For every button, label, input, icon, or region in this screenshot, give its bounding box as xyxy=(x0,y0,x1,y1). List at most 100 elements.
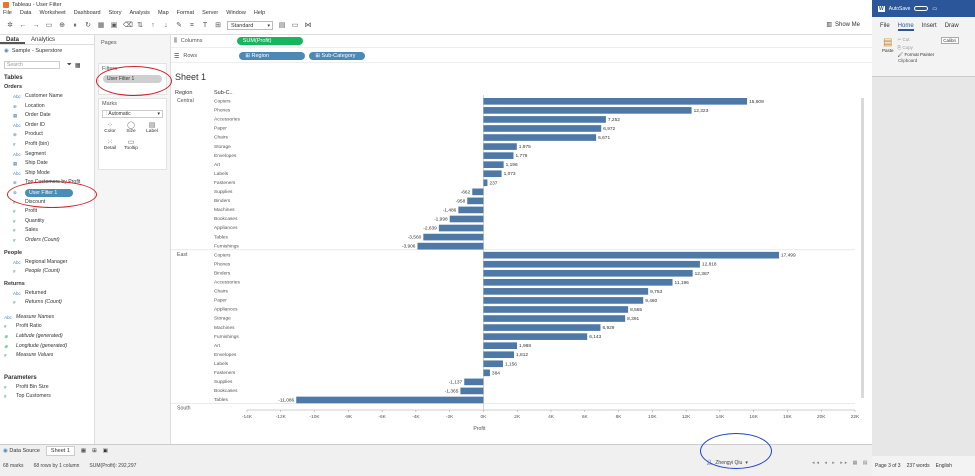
menu-item-window[interactable]: Window xyxy=(226,10,246,16)
duplicate-sheet-icon[interactable]: ▣ xyxy=(110,21,118,29)
bar[interactable] xyxy=(483,179,488,187)
bar[interactable] xyxy=(438,224,484,232)
parameter-profit-bin-size[interactable]: # Profit Bin Size xyxy=(0,383,94,393)
presentation-icon[interactable]: ▭ xyxy=(291,21,299,29)
group-icon[interactable]: ⌗ xyxy=(190,21,194,29)
bar[interactable] xyxy=(458,206,484,214)
data-source-tab[interactable]: ◉ Data Source xyxy=(3,448,40,454)
menu-item-dashboard[interactable]: Dashboard xyxy=(73,10,101,16)
bar[interactable] xyxy=(417,242,484,250)
fit-select[interactable]: Standard xyxy=(227,21,273,30)
bar[interactable] xyxy=(483,107,692,114)
field-people-count[interactable]: # People (Count) xyxy=(0,267,94,277)
bar[interactable] xyxy=(423,233,484,241)
paste-button[interactable]: ▤ Paste xyxy=(882,37,894,58)
word-document-area[interactable] xyxy=(872,77,975,456)
bar[interactable] xyxy=(483,315,626,322)
new-worksheet-icon[interactable]: ▦ xyxy=(80,447,87,454)
save-icon[interactable]: ▭ xyxy=(932,5,938,12)
marks-size-button[interactable]: ◯ Size xyxy=(121,121,141,134)
bar[interactable] xyxy=(483,342,518,349)
sort-desc-icon[interactable]: ↓ xyxy=(164,21,168,29)
highlight-icon[interactable]: ✎ xyxy=(176,21,182,29)
menu-item-help[interactable]: Help xyxy=(253,10,266,16)
bar[interactable] xyxy=(467,197,484,205)
bar[interactable] xyxy=(464,378,484,386)
tableau-home-icon[interactable]: ✲ xyxy=(7,21,13,29)
word-tab-file[interactable]: File xyxy=(880,23,890,29)
word-tab-home[interactable]: Home xyxy=(897,23,914,31)
bar[interactable] xyxy=(483,116,606,123)
new-sheet-icon[interactable]: ▦ xyxy=(97,21,105,29)
marks-tooltip-button[interactable]: ▭ Tooltip xyxy=(121,138,141,151)
rows-pill-subcategory[interactable]: ⊞ Sub-Category xyxy=(309,52,366,60)
rows-pill-region[interactable]: ⊞ Region xyxy=(239,52,306,60)
labels-icon[interactable]: T xyxy=(202,21,208,29)
bar[interactable] xyxy=(483,288,649,295)
bar[interactable] xyxy=(483,306,629,313)
bar[interactable] xyxy=(472,188,484,196)
marks-color-button[interactable]: ⁘ Color xyxy=(100,121,120,134)
bar[interactable] xyxy=(483,369,490,377)
format-painter-button[interactable]: 🖌︎ Format Painter xyxy=(897,52,935,57)
bar[interactable] xyxy=(483,98,748,105)
bar[interactable] xyxy=(483,333,588,340)
bar[interactable] xyxy=(483,152,514,159)
bar[interactable] xyxy=(483,125,602,132)
swap-icon[interactable]: ⇅ xyxy=(137,21,143,29)
bar[interactable] xyxy=(483,324,601,331)
tab-data[interactable]: Data xyxy=(0,35,26,44)
vertical-scrollbar[interactable] xyxy=(861,98,864,398)
sheet-nav[interactable]: ◂◂ ◂ ▸ ▸▸ ▦ ▤ ▥ xyxy=(812,460,880,466)
forward-icon[interactable]: → xyxy=(32,21,40,29)
tab-analytics[interactable]: Analytics xyxy=(31,37,56,43)
menu-item-worksheet[interactable]: Worksheet xyxy=(39,10,66,16)
menu-item-map[interactable]: Map xyxy=(157,10,169,16)
mark-type-select[interactable]: ⫶ Automatic ▾ xyxy=(102,110,163,118)
field-latitude-generated[interactable]: ⊕ Latitude (generated) xyxy=(0,332,94,342)
menu-item-story[interactable]: Story xyxy=(108,10,122,16)
menu-item-server[interactable]: Server xyxy=(202,10,219,16)
new-datasource-icon[interactable]: ⊕ xyxy=(59,21,65,29)
autosave-toggle[interactable] xyxy=(914,6,929,11)
sort-asc-icon[interactable]: ↑ xyxy=(151,21,155,29)
bar[interactable] xyxy=(483,143,517,150)
show-me-button[interactable]: ▥ Show Me xyxy=(826,21,860,29)
marks-label-button[interactable]: ▤ Label xyxy=(142,121,162,134)
share-icon[interactable]: ⋈ xyxy=(304,21,312,29)
fix-axes-icon[interactable]: ⊞ xyxy=(215,21,221,29)
bar[interactable] xyxy=(460,387,484,395)
marks-detail-button[interactable]: ⁙ Detail xyxy=(100,138,120,151)
columns-shelf[interactable]: ⫼ Columns SUM(Profit) xyxy=(171,35,872,48)
field-ship-mode[interactable]: Abc Ship Mode xyxy=(0,169,94,179)
field-orders-count[interactable]: # Orders (Count) xyxy=(0,236,94,246)
field-longitude-generated[interactable]: ⊕ Longitude (generated) xyxy=(0,342,94,352)
show-cards-icon[interactable]: ▤ xyxy=(278,21,286,29)
field-returns-count[interactable]: # Returns (Count) xyxy=(0,298,94,308)
field-quantity[interactable]: # Quantity xyxy=(0,217,94,227)
rows-shelf[interactable]: ☰ Rows ⊞ Region ⊞ Sub-Category xyxy=(171,50,872,63)
field-measure-names[interactable]: Abc Measure Names xyxy=(0,313,94,323)
clear-sheet-icon[interactable]: ⌫ xyxy=(123,21,133,29)
view-options-icon[interactable]: ▦ xyxy=(74,62,81,69)
bar[interactable] xyxy=(449,215,484,223)
bar[interactable] xyxy=(483,351,515,359)
field-customer-name[interactable]: Abc Customer Name xyxy=(0,92,94,102)
cut-button[interactable]: ✂ Cut xyxy=(897,37,910,42)
field-profit-ratio[interactable]: # Profit Ratio xyxy=(0,322,94,332)
field-ship-date[interactable]: ▦ Ship Date xyxy=(0,159,94,169)
bar[interactable] xyxy=(483,170,502,178)
sheet-tab-sheet-1[interactable]: Sheet 1 xyxy=(45,445,75,456)
menu-item-data[interactable]: Data xyxy=(19,10,32,16)
back-icon[interactable]: ← xyxy=(19,21,27,29)
word-tab-insert[interactable]: Insert xyxy=(921,23,937,29)
datasource-item[interactable]: ◉ Sample - Superstore xyxy=(0,45,94,57)
field-measure-values[interactable]: # Measure Values xyxy=(0,351,94,361)
menu-item-file[interactable]: File xyxy=(3,10,12,16)
parameter-top-customers[interactable]: # Top Customers xyxy=(0,392,94,402)
bar[interactable] xyxy=(483,134,597,141)
field-regional-manager[interactable]: Abc Regional Manager xyxy=(0,258,94,268)
field-segment[interactable]: Abc Segment xyxy=(0,150,94,160)
save-icon[interactable]: ▭ xyxy=(45,21,53,29)
pause-updates-icon[interactable]: ⏸ xyxy=(73,21,77,29)
